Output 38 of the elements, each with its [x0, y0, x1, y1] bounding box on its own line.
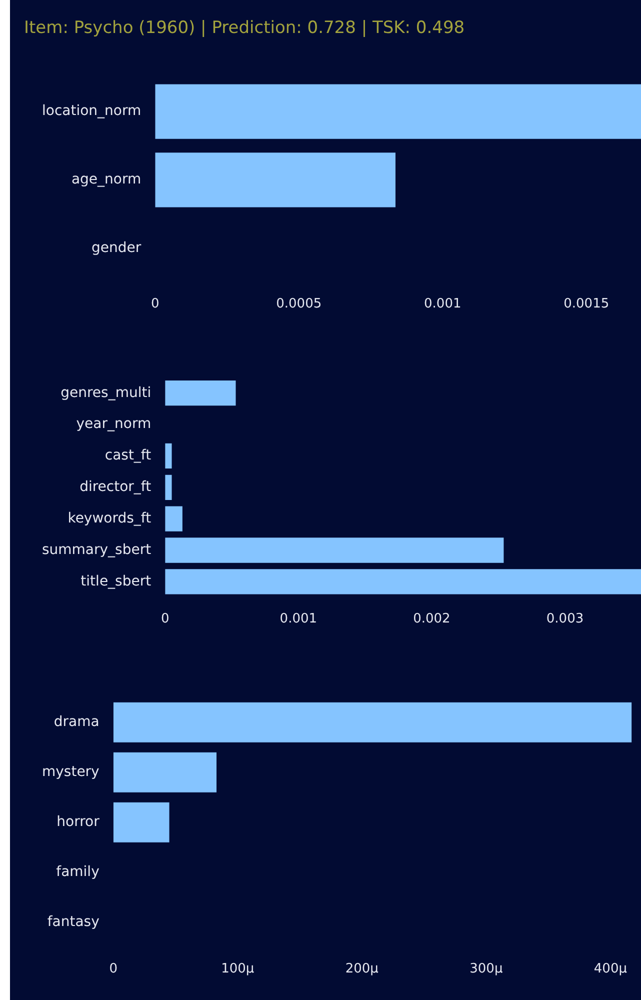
y-tick-label: cast_ft — [104, 448, 152, 464]
x-tick-label: 0 — [150, 296, 160, 312]
y-tick-label: mystery — [42, 764, 100, 780]
y-tick-label: age_norm — [71, 172, 142, 188]
chart-title: Item: Psycho (1960) | Prediction: 0.728 | TSK: 0.498 — [23, 17, 466, 40]
y-tick-label: location_norm — [42, 103, 142, 120]
y-tick-label: year_norm — [76, 416, 152, 432]
bar — [113, 752, 217, 792]
x-tick-label: 0.0015 — [564, 296, 610, 312]
x-tick-label: 400μ — [594, 962, 628, 977]
y-tick-label: gender — [91, 240, 142, 256]
x-tick-label: 0.0005 — [276, 296, 322, 312]
x-tick-label: 0.001 — [280, 612, 318, 627]
x-tick-label: 0.003 — [546, 612, 584, 627]
x-tick-label: 0.002 — [413, 612, 450, 627]
x-tick-label: 100μ — [221, 962, 254, 977]
bar — [165, 569, 641, 594]
y-tick-label: title_sbert — [80, 573, 152, 590]
bar — [113, 702, 632, 742]
y-tick-label: drama — [54, 714, 100, 730]
bar — [165, 443, 172, 469]
x-tick-label: 0.001 — [424, 296, 462, 312]
x-tick-label: 200μ — [345, 962, 378, 977]
x-tick-label: 0 — [160, 612, 170, 627]
y-tick-label: keywords_ft — [68, 510, 152, 526]
y-tick-label: genres_multi — [60, 384, 152, 401]
y-tick-label: fantasy — [47, 914, 100, 930]
bar — [165, 380, 236, 406]
bar — [165, 474, 172, 500]
y-tick-label: summary_sbert — [42, 542, 152, 558]
y-tick-label: director_ft — [80, 479, 152, 496]
y-tick-label: horror — [56, 814, 100, 830]
bar — [165, 538, 504, 563]
bar — [113, 802, 170, 842]
x-tick-label: 300μ — [470, 962, 503, 977]
x-tick-label: 0 — [109, 962, 118, 977]
y-tick-label: family — [56, 864, 100, 880]
bar — [165, 506, 182, 532]
